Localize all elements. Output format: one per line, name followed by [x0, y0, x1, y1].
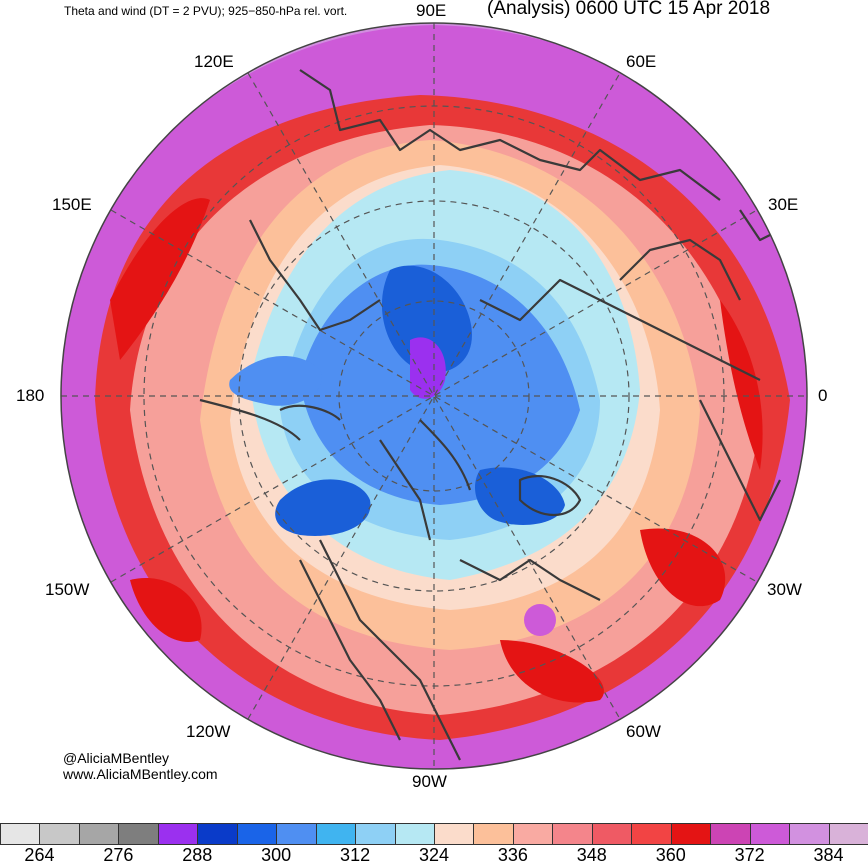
colorbar-swatch: [828, 823, 868, 845]
colorbar-swatch: [394, 823, 435, 845]
colorbar-label: 348: [576, 845, 607, 865]
colorbar-swatch: [118, 823, 159, 845]
lon-label-120w: 120W: [186, 722, 231, 741]
lon-label-150w: 150W: [45, 580, 90, 599]
colorbar-swatch: [512, 823, 554, 845]
colorbar-label: 276: [103, 845, 134, 865]
colorbar-swatch: [749, 823, 791, 845]
lon-label-30w: 30W: [767, 580, 802, 599]
lon-label-0: 0: [818, 386, 828, 405]
coastlines: [199, 69, 792, 761]
lon-label-30e: 30E: [768, 195, 799, 214]
colorbar-swatch: [434, 823, 475, 845]
colorbar-swatch: [591, 823, 633, 845]
colorbar-swatch: [631, 823, 672, 845]
lon-label-180: 180: [16, 386, 45, 405]
colorbar-swatch: [355, 823, 396, 845]
colorbar-swatch: [670, 823, 712, 845]
lon-label-150e: 150E: [52, 195, 92, 214]
colorbar-swatch: [473, 823, 514, 845]
colorbar-label: 264: [24, 845, 55, 865]
author-handle: @AliciaMBentley: [63, 750, 170, 766]
colorbar-swatch: [236, 823, 278, 845]
colorbar-label: 300: [261, 845, 292, 865]
colorbar-swatch: [78, 823, 120, 845]
lon-label-60e: 60E: [626, 52, 657, 71]
graticule: [61, 23, 807, 769]
lon-label-60w: 60W: [626, 722, 661, 741]
theta-field: [61, 23, 807, 769]
colorbar-swatch: [315, 823, 357, 845]
colorbar-label: 360: [655, 845, 686, 865]
colorbar-label: 336: [497, 845, 528, 865]
author-website: www.AliciaMBentley.com: [63, 766, 218, 782]
colorbar-swatch: [552, 823, 593, 845]
lon-label-90w: 90W: [412, 772, 447, 791]
colorbar-label: 324: [418, 845, 450, 865]
valid-time-title: (Analysis) 0600 UTC 15 Apr 2018: [487, 0, 771, 19]
colorbar-swatch: [197, 823, 238, 845]
colorbar-swatch: [157, 823, 199, 845]
product-title: Theta and wind (DT = 2 PVU); 925−850-hPa…: [64, 4, 348, 18]
colorbar-swatch: [710, 823, 751, 845]
lon-label-90e: 90E: [416, 1, 447, 20]
map-boundary: [60, 22, 808, 770]
colorbar-swatch: [789, 823, 830, 845]
colorbar-label: 372: [734, 845, 765, 865]
lon-label-120e: 120E: [194, 52, 234, 71]
colorbar-swatch: [39, 823, 80, 845]
colorbar-swatch: [0, 823, 41, 845]
colorbar-label: 384: [813, 845, 844, 865]
colorbar-label: 288: [182, 845, 213, 865]
colorbar-swatch: [276, 823, 317, 845]
colorbar-label: 312: [340, 845, 371, 865]
